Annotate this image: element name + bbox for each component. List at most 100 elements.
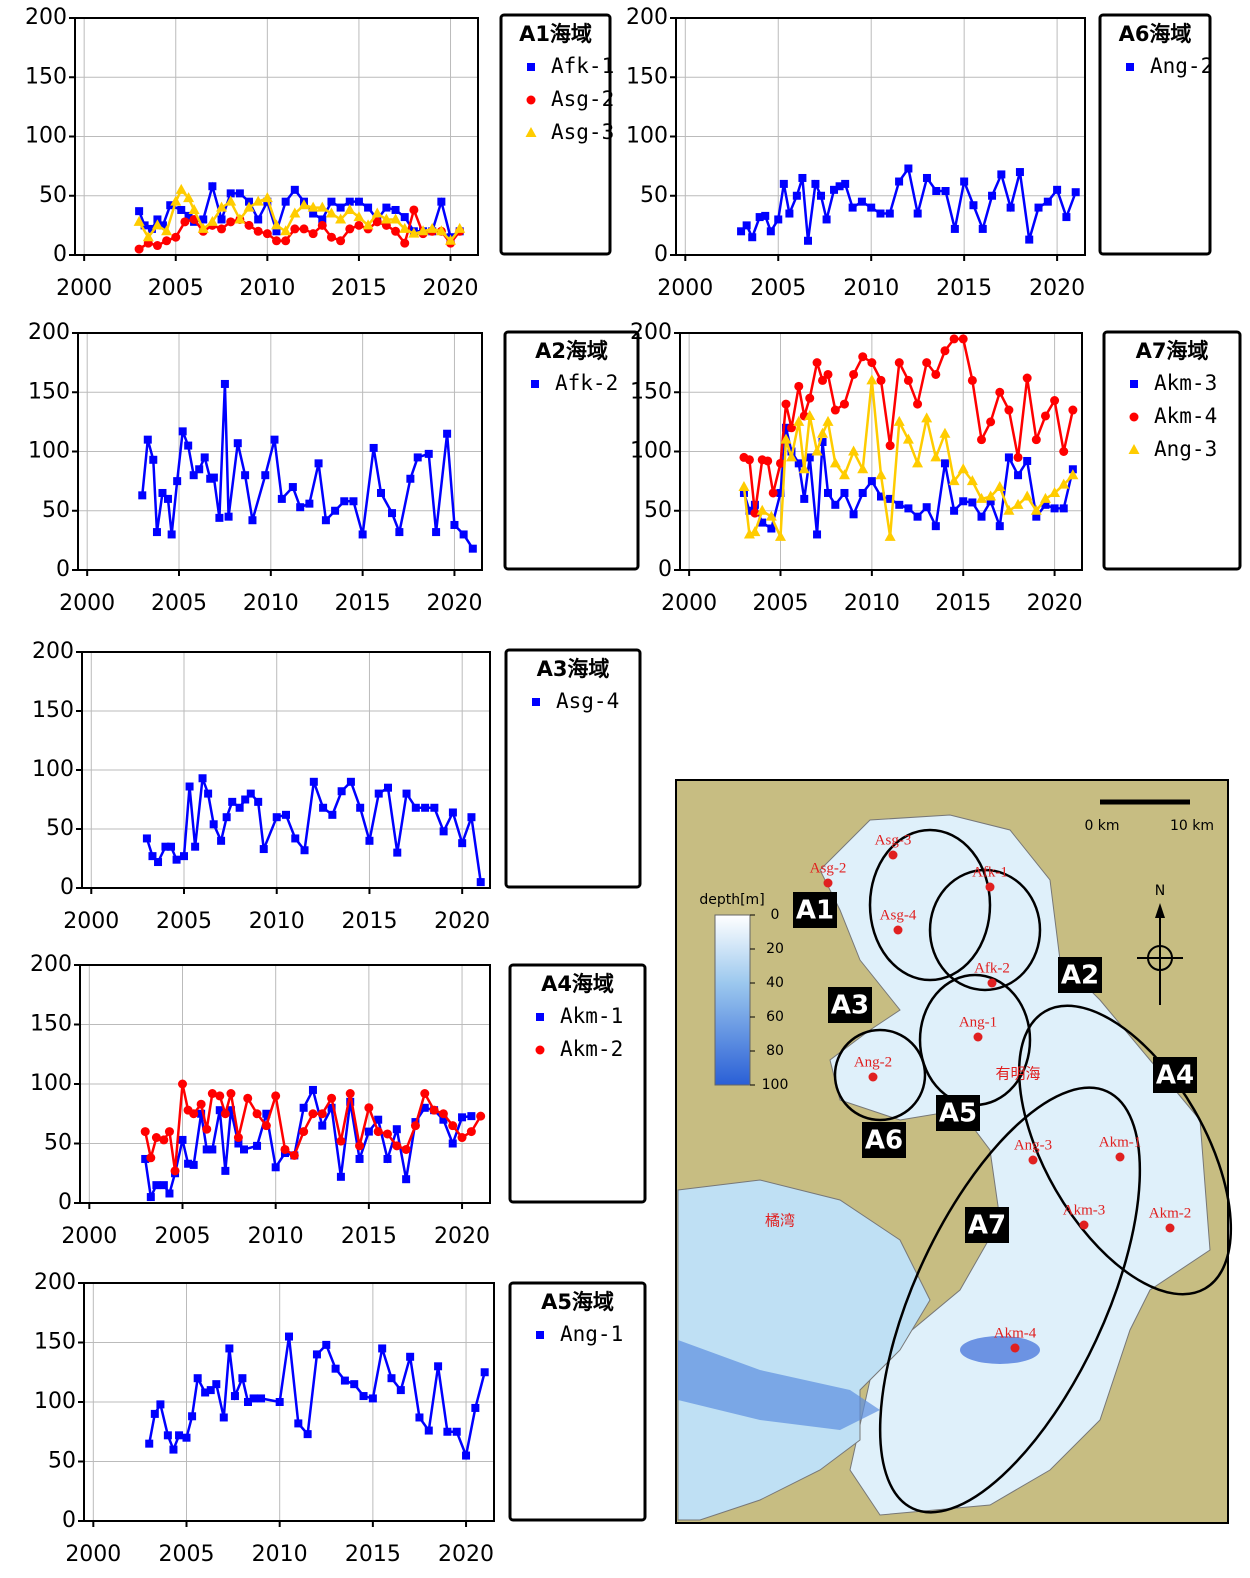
data-point (1051, 504, 1059, 512)
station (1011, 1344, 1020, 1353)
data-point (308, 1109, 317, 1118)
data-point (785, 210, 793, 218)
data-point (805, 394, 814, 403)
data-point (388, 1374, 396, 1382)
legend-marker (532, 698, 540, 706)
data-point (208, 1145, 216, 1153)
data-point (430, 804, 438, 812)
x-tick-label: 2010 (249, 909, 305, 934)
data-point (411, 1121, 420, 1130)
data-point (210, 820, 218, 828)
north-label: N (1155, 883, 1165, 899)
data-point (840, 400, 849, 409)
y-tick-label: 100 (28, 439, 70, 464)
data-point (337, 1173, 345, 1181)
x-tick-label: 2005 (159, 1542, 215, 1567)
station (869, 1073, 878, 1082)
data-point (236, 804, 244, 812)
x-tick-label: 2005 (148, 276, 204, 301)
data-point (383, 1129, 392, 1138)
data-point (886, 441, 895, 450)
data-point (165, 1127, 174, 1136)
data-point (147, 1193, 155, 1201)
data-point (257, 1394, 265, 1402)
data-point (141, 1127, 150, 1136)
data-point (467, 1127, 476, 1136)
data-point (197, 1100, 206, 1109)
data-point (365, 1128, 373, 1136)
data-point (159, 1135, 168, 1144)
data-point (969, 201, 977, 209)
data-point (377, 489, 385, 497)
legend-label: Asg-4 (556, 689, 619, 713)
depth-tick-label: 40 (766, 975, 784, 991)
data-point (289, 483, 297, 491)
data-point (940, 346, 949, 355)
data-point (831, 406, 840, 415)
data-point (322, 1341, 330, 1349)
data-point (1014, 453, 1023, 462)
data-point (824, 489, 832, 497)
y-tick-label: 200 (630, 320, 672, 345)
y-tick-label: 50 (640, 183, 668, 208)
data-point (276, 1398, 284, 1406)
data-point (979, 225, 987, 233)
data-point (467, 1112, 475, 1120)
data-point (349, 497, 357, 505)
data-point (858, 198, 866, 206)
y-tick-label: 100 (30, 1071, 72, 1096)
data-point (254, 798, 262, 806)
data-point (226, 217, 235, 226)
data-point (817, 192, 825, 200)
data-point (270, 436, 278, 444)
data-point (178, 1080, 187, 1089)
data-point (804, 237, 812, 245)
data-point (932, 187, 940, 195)
data-point (382, 204, 390, 212)
data-point (231, 1392, 239, 1400)
station-label: Asg-2 (810, 860, 847, 876)
y-tick-label: 0 (56, 557, 70, 582)
x-tick-label: 2010 (252, 1542, 308, 1567)
data-point (217, 224, 226, 233)
data-point (236, 189, 244, 197)
data-point (932, 522, 940, 530)
data-point (867, 358, 876, 367)
data-point (144, 436, 152, 444)
station-label: Akm-1 (1099, 1134, 1142, 1150)
legend-label: Asg-2 (551, 87, 614, 111)
data-point (345, 224, 354, 233)
data-point (439, 1109, 448, 1118)
data-point (798, 174, 806, 182)
y-tick-label: 150 (30, 1012, 72, 1037)
data-point (220, 1413, 228, 1421)
data-point (978, 513, 986, 521)
data-point (241, 471, 249, 479)
x-tick-label: 2015 (935, 591, 991, 616)
data-point (282, 198, 290, 206)
station (894, 926, 903, 935)
data-point (191, 843, 199, 851)
depth-label: depth[m] (699, 892, 764, 908)
data-point (188, 1412, 196, 1420)
data-point (774, 215, 782, 223)
data-point (453, 1428, 461, 1436)
data-point (179, 1136, 187, 1144)
zone-label: A2 (1061, 961, 1099, 991)
data-point (1060, 504, 1068, 512)
station (889, 851, 898, 860)
data-point (272, 236, 281, 245)
data-point (443, 1428, 451, 1436)
data-point (941, 459, 949, 467)
data-point (260, 845, 268, 853)
data-point (378, 1344, 386, 1352)
data-point (190, 1161, 198, 1169)
legend-label: Ang-2 (1150, 54, 1213, 78)
data-point (393, 1125, 401, 1133)
zone-label: A6 (865, 1126, 903, 1156)
data-point (414, 453, 422, 461)
data-point (201, 453, 209, 461)
data-point (145, 1440, 153, 1448)
data-point (1053, 186, 1061, 194)
data-point (143, 834, 151, 842)
